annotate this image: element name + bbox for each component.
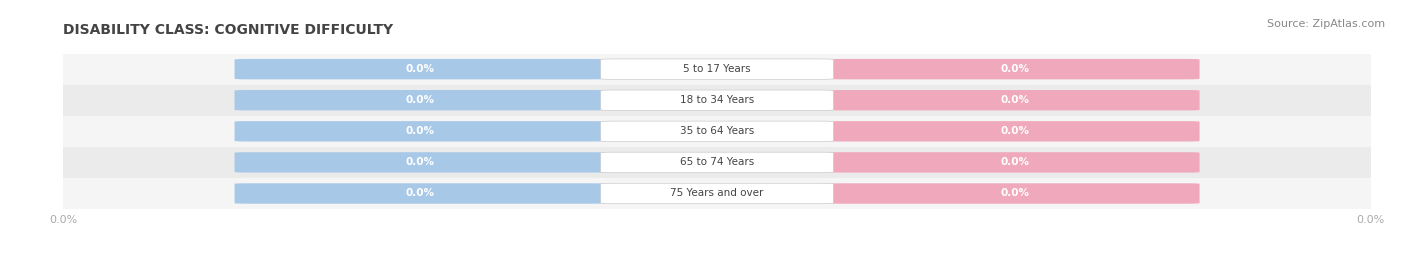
Text: 0.0%: 0.0% xyxy=(405,188,434,199)
Text: 0.0%: 0.0% xyxy=(405,64,434,74)
FancyBboxPatch shape xyxy=(63,85,1371,116)
Text: 0.0%: 0.0% xyxy=(405,157,434,168)
Text: 0.0%: 0.0% xyxy=(1000,64,1029,74)
FancyBboxPatch shape xyxy=(63,116,1371,147)
FancyBboxPatch shape xyxy=(235,90,605,110)
Text: 0.0%: 0.0% xyxy=(1000,157,1029,168)
FancyBboxPatch shape xyxy=(63,147,1371,178)
Text: 5 to 17 Years: 5 to 17 Years xyxy=(683,64,751,74)
FancyBboxPatch shape xyxy=(63,54,1371,85)
FancyBboxPatch shape xyxy=(830,59,1199,79)
FancyBboxPatch shape xyxy=(63,178,1371,209)
FancyBboxPatch shape xyxy=(600,121,834,142)
FancyBboxPatch shape xyxy=(235,152,605,173)
FancyBboxPatch shape xyxy=(235,183,605,204)
FancyBboxPatch shape xyxy=(600,183,834,204)
Text: 0.0%: 0.0% xyxy=(405,95,434,105)
FancyBboxPatch shape xyxy=(830,183,1199,204)
Text: 75 Years and over: 75 Years and over xyxy=(671,188,763,199)
FancyBboxPatch shape xyxy=(600,59,834,79)
Text: 35 to 64 Years: 35 to 64 Years xyxy=(681,126,754,136)
Text: 0.0%: 0.0% xyxy=(1000,126,1029,136)
Text: 18 to 34 Years: 18 to 34 Years xyxy=(681,95,754,105)
Text: DISABILITY CLASS: COGNITIVE DIFFICULTY: DISABILITY CLASS: COGNITIVE DIFFICULTY xyxy=(63,23,394,36)
FancyBboxPatch shape xyxy=(235,59,605,79)
Text: 65 to 74 Years: 65 to 74 Years xyxy=(681,157,754,168)
Text: Source: ZipAtlas.com: Source: ZipAtlas.com xyxy=(1267,19,1385,29)
FancyBboxPatch shape xyxy=(600,90,834,110)
FancyBboxPatch shape xyxy=(830,121,1199,142)
FancyBboxPatch shape xyxy=(600,152,834,173)
FancyBboxPatch shape xyxy=(235,121,605,142)
Text: 0.0%: 0.0% xyxy=(405,126,434,136)
FancyBboxPatch shape xyxy=(830,152,1199,173)
Text: 0.0%: 0.0% xyxy=(1000,188,1029,199)
FancyBboxPatch shape xyxy=(830,90,1199,110)
Text: 0.0%: 0.0% xyxy=(1000,95,1029,105)
